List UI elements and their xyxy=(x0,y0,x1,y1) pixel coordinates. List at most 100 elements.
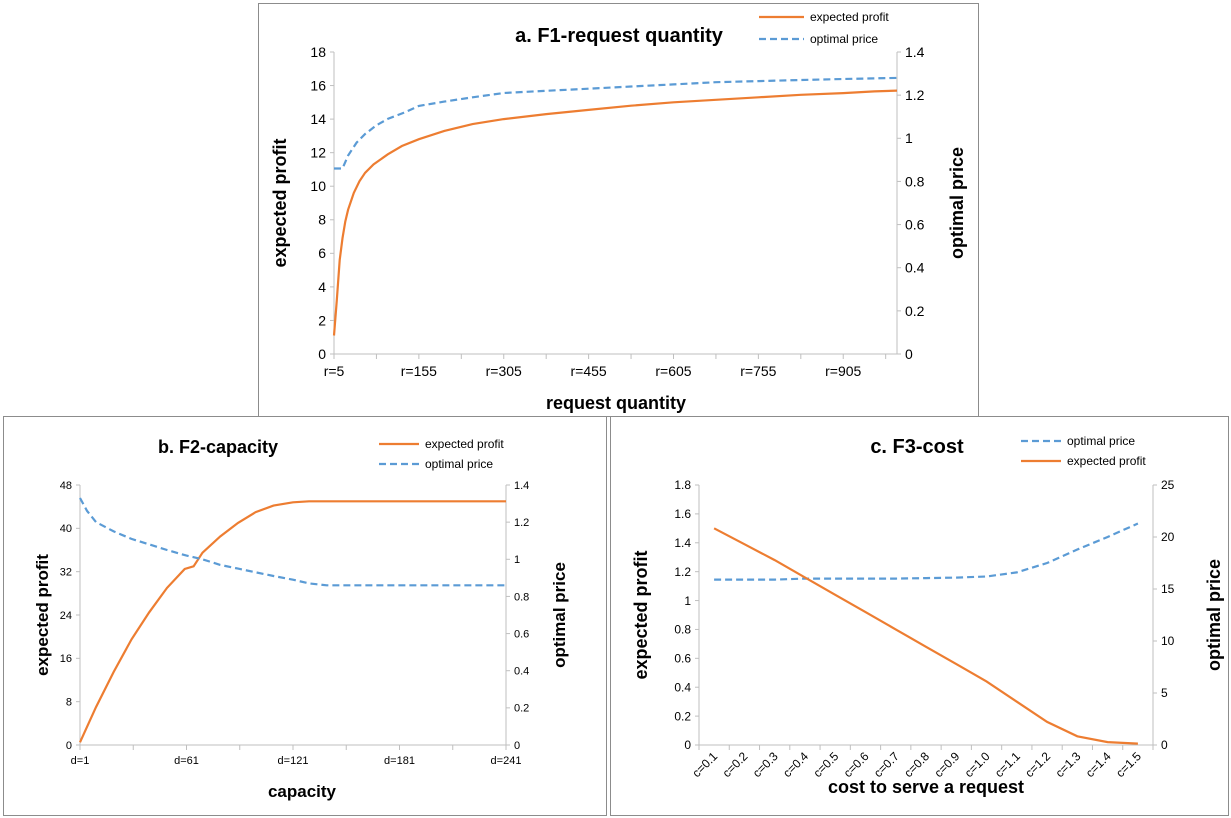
x-tick-label: d=241 xyxy=(491,755,522,767)
y-tick-label: 6 xyxy=(318,245,326,261)
y2-tick-label: 0.8 xyxy=(514,591,529,603)
y-tick-label: 48 xyxy=(60,480,72,492)
x-tick-label: r=5 xyxy=(324,363,345,379)
legend-label: expected profit xyxy=(425,437,504,451)
x-tick-label: d=1 xyxy=(71,755,90,767)
chart-panel-b: 0 8 16 24 32 40 48 0 0.2 0.4 0.6 0.8 1 1.2 1.4 d=1 d=61 d… xyxy=(3,416,607,816)
x-tick-label: r=605 xyxy=(655,363,691,379)
y2-tick-label: 15 xyxy=(1161,582,1175,596)
y-tick-label: 0.2 xyxy=(674,709,691,723)
y-tick-label: 0.8 xyxy=(674,623,691,637)
x-tick-label: r=305 xyxy=(486,363,522,379)
legend-label: optimal price xyxy=(425,457,493,471)
legend-label: expected profit xyxy=(1067,454,1146,468)
y2-tick-label: 25 xyxy=(1161,478,1175,492)
y-tick-label: 4 xyxy=(318,279,326,295)
x-tick-label: c=0.3 xyxy=(750,749,781,780)
optimal-price-line xyxy=(714,522,1139,581)
y-tick-label: 1.8 xyxy=(674,478,691,492)
y2-tick-label: 20 xyxy=(1161,530,1175,544)
y-tick-label: 16 xyxy=(60,653,72,665)
y-tick-label: 8 xyxy=(318,212,326,228)
y-tick-label: 1.4 xyxy=(674,536,691,550)
y-tick-label: 0 xyxy=(684,738,691,752)
x-tick-label: c=1.0 xyxy=(962,749,993,780)
legend-label: optimal price xyxy=(1067,434,1135,448)
y2-tick-label: 0.6 xyxy=(905,216,925,232)
y-tick-label: 18 xyxy=(310,44,326,60)
y-tick-label: 32 xyxy=(60,567,72,579)
y2-axis-title: optimal price xyxy=(1204,559,1224,671)
x-tick-label: r=905 xyxy=(825,363,861,379)
y2-tick-label: 1.4 xyxy=(905,44,925,60)
y2-tick-label: 1 xyxy=(905,130,913,146)
chart-title: b. F2-capacity xyxy=(158,437,278,457)
y2-tick-label: 5 xyxy=(1161,686,1168,700)
x-tick-label: r=455 xyxy=(571,363,607,379)
x-tick-label: c=1.4 xyxy=(1083,749,1114,780)
x-tick-label: r=755 xyxy=(740,363,776,379)
expected-profit-line xyxy=(332,89,898,336)
y-tick-label: 1.6 xyxy=(674,507,691,521)
y2-tick-label: 0.8 xyxy=(905,173,925,189)
y-tick-label: 2 xyxy=(318,312,326,328)
y-axis-title: expected profit xyxy=(270,138,290,267)
x-tick-label: d=121 xyxy=(278,755,309,767)
x-tick-label: c=0.1 xyxy=(689,749,720,780)
y-tick-label: 24 xyxy=(60,610,72,622)
chart-panel-c: 0 0.2 0.4 0.6 0.8 1 1.2 1.4 1.6 1.8 0 5 10 15 20 25 c=0.… xyxy=(610,416,1229,816)
x-tick-label: c=0.8 xyxy=(901,749,932,780)
x-tick-label: c=0.4 xyxy=(780,749,811,780)
y2-tick-label: 10 xyxy=(1161,634,1175,648)
y2-tick-label: 1.4 xyxy=(514,480,529,492)
x-axis-title: capacity xyxy=(268,782,337,801)
y2-tick-label: 0 xyxy=(514,740,520,752)
expected-profit-line xyxy=(713,527,1138,745)
x-tick-label: c=1.1 xyxy=(992,749,1023,780)
y2-axis-title: optimal price xyxy=(947,147,967,259)
y2-tick-label: 0.4 xyxy=(514,666,529,678)
y-tick-label: 0 xyxy=(66,740,72,752)
chart-c-svg: 0 0.2 0.4 0.6 0.8 1 1.2 1.4 1.6 1.8 0 5 10 15 20 25 c=0.… xyxy=(631,434,1224,797)
y-tick-label: 10 xyxy=(310,178,326,194)
y-tick-label: 16 xyxy=(310,77,326,93)
x-axis-title: request quantity xyxy=(546,393,686,413)
y-tick-label: 0.4 xyxy=(674,680,691,694)
x-tick-label: r=155 xyxy=(401,363,437,379)
chart-title: a. F1-request quantity xyxy=(515,25,724,47)
y2-tick-label: 1 xyxy=(514,554,520,566)
y2-tick-label: 0 xyxy=(1161,738,1168,752)
x-tick-label: c=0.6 xyxy=(841,749,872,780)
y-tick-label: 14 xyxy=(310,111,326,127)
x-tick-label: c=1.3 xyxy=(1053,749,1084,780)
y2-tick-label: 1.2 xyxy=(905,87,925,103)
x-tick-label: c=0.7 xyxy=(871,749,902,780)
optimal-price-line xyxy=(334,76,898,170)
y-tick-label: 1 xyxy=(684,594,691,608)
y-axis-title: expected profit xyxy=(631,550,651,679)
x-tick-label: c=1.2 xyxy=(1022,749,1053,780)
x-tick-label: c=0.5 xyxy=(810,749,841,780)
y2-tick-label: 0.2 xyxy=(905,303,925,319)
y2-tick-label: 0 xyxy=(905,346,913,362)
optimal-price-line xyxy=(79,497,506,587)
y-tick-label: 8 xyxy=(66,697,72,709)
y2-tick-label: 1.2 xyxy=(514,517,529,529)
y2-tick-label: 0.2 xyxy=(514,703,529,715)
y-tick-label: 12 xyxy=(310,145,326,161)
y2-axis-title: optimal price xyxy=(550,562,569,668)
x-tick-label: c=0.2 xyxy=(720,749,751,780)
expected-profit-line xyxy=(78,500,506,743)
y-tick-label: 40 xyxy=(60,523,72,535)
chart-title: c. F3-cost xyxy=(870,436,964,458)
y2-tick-label: 0.6 xyxy=(514,628,529,640)
y-tick-label: 0 xyxy=(318,346,326,362)
x-tick-label: c=0.9 xyxy=(931,749,962,780)
x-tick-label: c=1.5 xyxy=(1113,749,1144,780)
x-axis-title: cost to serve a request xyxy=(828,777,1024,797)
x-tick-label: d=61 xyxy=(174,755,199,767)
legend-label: optimal price xyxy=(810,32,878,46)
y-tick-label: 0.6 xyxy=(674,652,691,666)
chart-a-svg: 0 2 4 6 8 10 12 14 16 18 0 0.2 0.4 0.6 0.8 1 1.2 1.4 r=5 r=… xyxy=(270,10,967,413)
y-tick-label: 1.2 xyxy=(674,565,691,579)
